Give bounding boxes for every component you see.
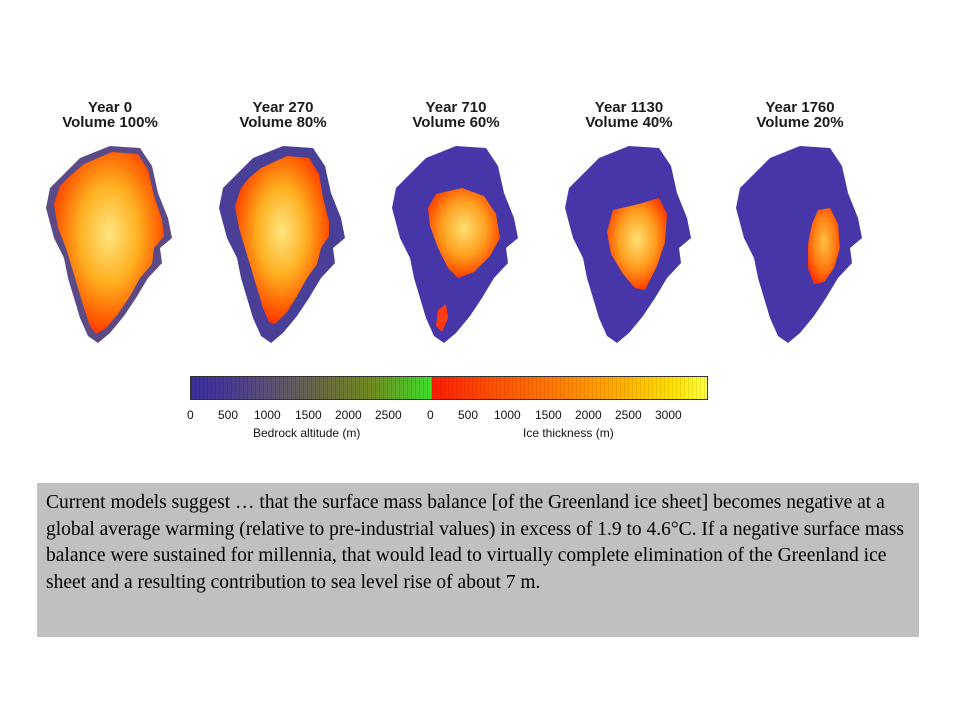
panel-label-3: Year 710 Volume 60% [386,100,526,130]
tick-ice-2000: 2000 [575,408,602,422]
greenland-ice-figure: Year 0 Volume 100% Year 270 Volume 80% Y… [40,100,870,440]
panel-year-1: Year 0 [87,99,133,116]
panel-label-5: Year 1760 Volume 20% [730,100,870,130]
panel-year-4: Year 1130 [594,99,664,116]
panel-year-3: Year 710 [425,99,487,116]
tick-ice-1000: 1000 [494,408,521,422]
panel-label-1: Year 0 Volume 100% [40,100,180,130]
colorbar [190,376,708,400]
greenland-map-year-0 [46,146,172,343]
panel-year-2: Year 270 [252,99,314,116]
ice-axis-label: Ice thickness (m) [523,426,614,440]
colorbar-ice-segment [432,377,707,399]
caption-box: Current models suggest … that the surfac… [37,483,919,637]
panel-label-4: Year 1130 Volume 40% [559,100,699,130]
tick-bedrock-1000: 1000 [254,408,281,422]
panel-volume-3: Volume 60% [412,114,500,131]
panel-label-2: Year 270 Volume 80% [213,100,353,130]
panel-volume-5: Volume 20% [756,114,844,131]
caption-text: Current models suggest … that the surfac… [46,492,904,593]
greenland-map-year-270 [219,146,345,343]
tick-ice-2500: 2500 [615,408,642,422]
panel-year-5: Year 1760 [765,99,835,116]
tick-bedrock-0: 0 [187,408,194,422]
tick-bedrock-1500: 1500 [295,408,322,422]
tick-ice-3000: 3000 [655,408,682,422]
panel-volume-4: Volume 40% [585,114,673,131]
greenland-map-year-1130 [565,146,691,343]
greenland-map-year-1760 [736,146,862,343]
tick-bedrock-500: 500 [218,408,239,422]
tick-bedrock-2000: 2000 [335,408,362,422]
panel-volume-1: Volume 100% [62,114,158,131]
colorbar-bedrock-segment [191,377,432,399]
tick-ice-1500: 1500 [535,408,562,422]
tick-ice-500: 500 [458,408,479,422]
tick-ice-0: 0 [427,408,434,422]
bedrock-axis-label: Bedrock altitude (m) [253,426,361,440]
tick-bedrock-2500: 2500 [375,408,402,422]
greenland-map-year-710 [392,146,518,343]
panel-volume-2: Volume 80% [239,114,327,131]
